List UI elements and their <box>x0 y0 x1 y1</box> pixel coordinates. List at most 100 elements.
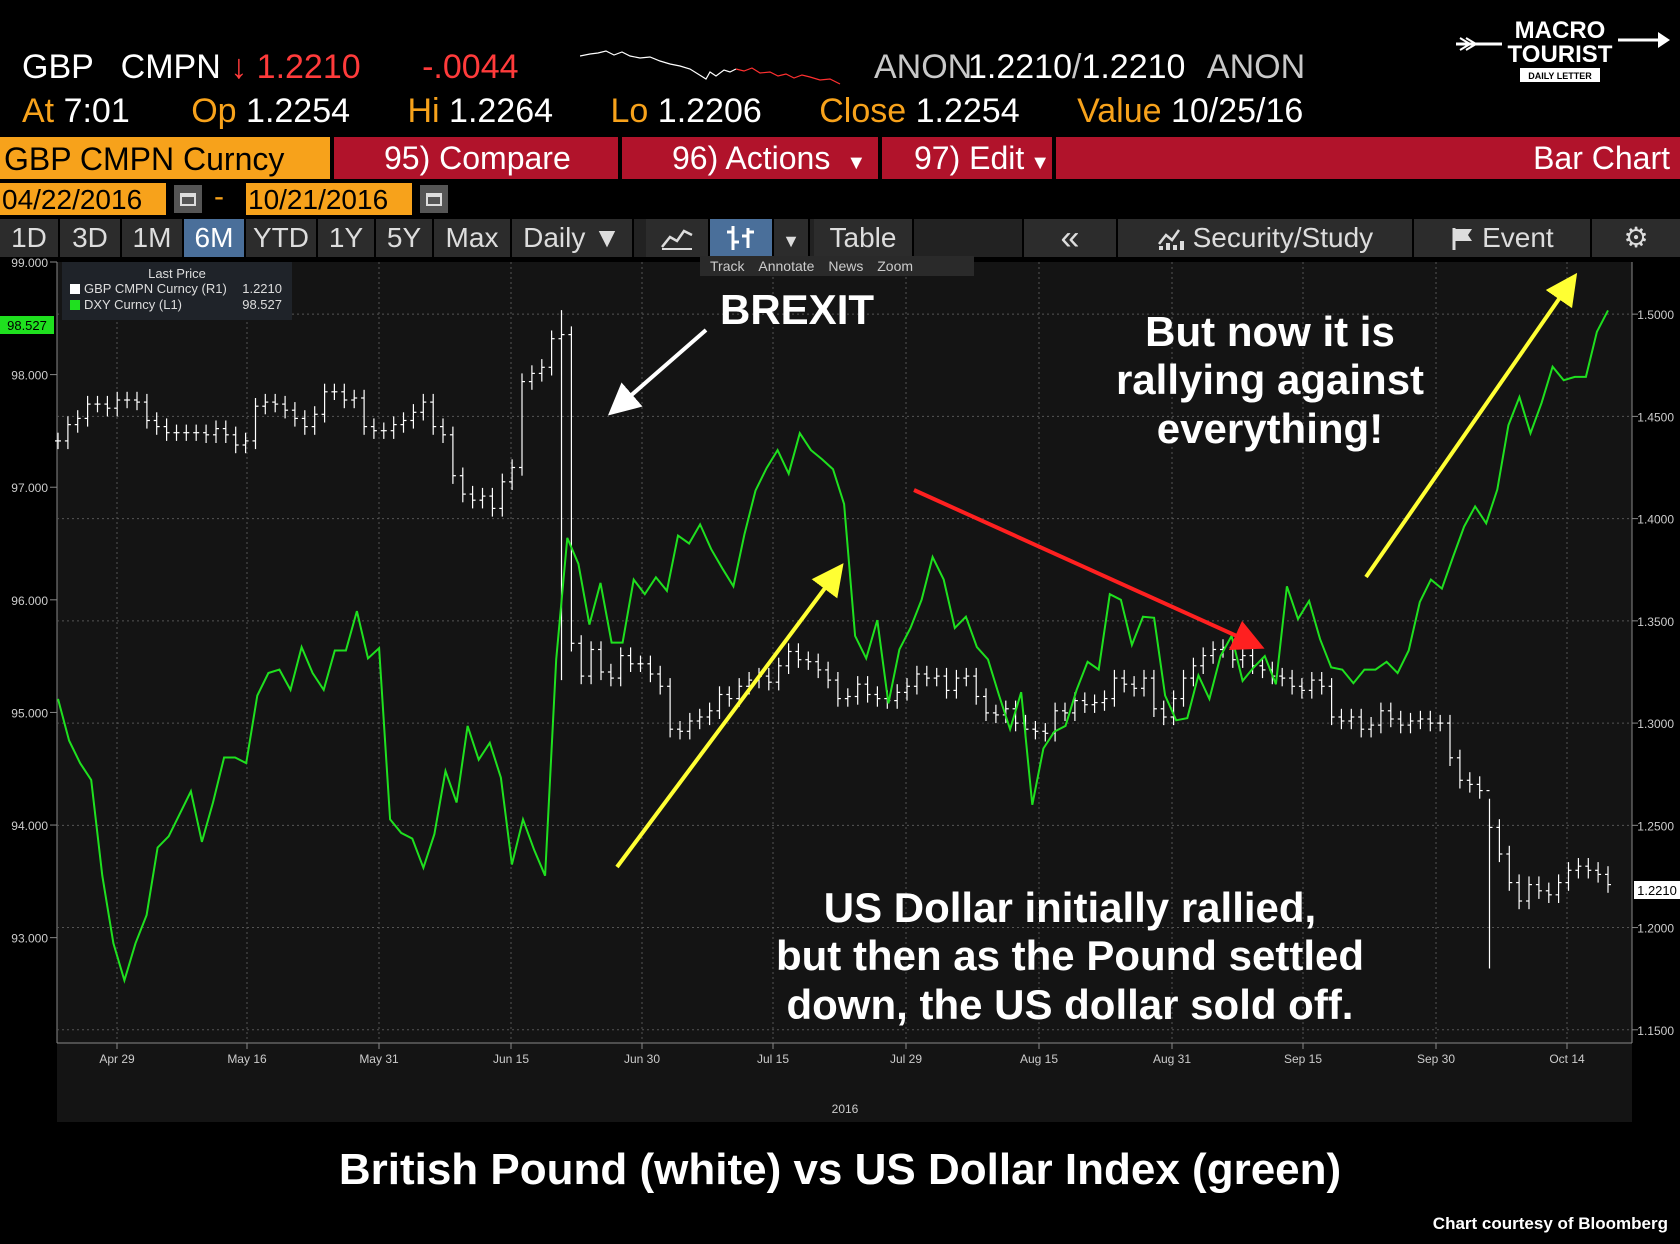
gbp-bar <box>489 487 496 517</box>
gbp-bar <box>94 395 101 413</box>
right-axis: 1.5000 1.4500 1.4000 1.3500 1.3000 1.2500 1.20… <box>1632 308 1674 1038</box>
gbp-bar <box>1012 700 1019 732</box>
bid-ask-sep: / <box>1072 48 1082 86</box>
news-tool[interactable]: News <box>828 258 864 274</box>
gbp-bar <box>1101 690 1108 711</box>
actions-menu[interactable]: 96) Actions ▼ <box>622 137 878 179</box>
gbp-bar <box>272 393 279 413</box>
actions-label: 96) Actions <box>672 140 831 176</box>
right-tick-label: 1.5000 <box>1637 308 1674 322</box>
x-tick-label: Jun 15 <box>493 1052 529 1066</box>
period-1y[interactable]: 1Y <box>318 219 376 257</box>
gbp-bar <box>410 404 417 429</box>
gbp-bar <box>1141 669 1147 697</box>
security-field[interactable]: GBP CMPN Curncy <box>0 137 330 179</box>
gbp-bar <box>1160 700 1167 726</box>
high-label: Hi <box>407 92 440 130</box>
rally-arrow-2 <box>1364 272 1578 579</box>
settings-button[interactable]: ⚙ <box>1592 219 1680 257</box>
period-5y[interactable]: 5Y <box>376 219 434 257</box>
open-value: 1.2254 <box>246 92 351 130</box>
gbp-bar <box>617 647 624 687</box>
gbp-bar <box>213 420 219 443</box>
event-button[interactable]: Event <box>1414 219 1592 257</box>
calendar-icon[interactable] <box>174 185 202 213</box>
zoom-tool[interactable]: Zoom <box>877 258 914 274</box>
gbp-bar <box>1407 712 1414 734</box>
gbp-bar <box>1190 657 1197 687</box>
gbp-bar <box>370 418 377 439</box>
end-date-input[interactable]: 10/21/2016 <box>246 183 412 215</box>
brexit-arrow <box>607 328 708 416</box>
frequency-dropdown[interactable]: Daily ▼ <box>512 219 634 257</box>
caret-down-icon: ▼ <box>782 231 800 251</box>
security-study-button[interactable]: Security/Study <box>1118 219 1414 257</box>
gbp-bar <box>459 467 466 503</box>
period-6m[interactable]: 6M <box>184 219 246 257</box>
gbp-bar <box>1131 676 1138 697</box>
gbp-bar <box>193 424 200 441</box>
gbp-bar <box>173 424 180 441</box>
bar-chart-icon[interactable] <box>710 219 774 257</box>
gbp-last-tag: 1.2210 <box>1637 883 1677 898</box>
chart-style-dropdown[interactable]: ▼ <box>774 219 810 257</box>
gbp-bar <box>509 459 516 490</box>
period-1d[interactable]: 1D <box>0 219 60 257</box>
gbp-bar <box>1348 708 1355 730</box>
study-icon <box>1157 222 1193 253</box>
compare-button[interactable]: 95) Compare <box>334 137 618 179</box>
gbp-bar <box>84 395 91 427</box>
period-1m[interactable]: 1M <box>122 219 184 257</box>
flag-icon <box>1450 222 1482 253</box>
gbp-bar <box>440 418 446 443</box>
net-change: -.0044 <box>422 48 519 86</box>
high-value: 1.2264 <box>449 92 554 130</box>
svg-text:TOURIST: TOURIST <box>1508 41 1613 68</box>
period-ytd[interactable]: YTD <box>246 219 318 257</box>
calendar-icon[interactable] <box>420 185 448 213</box>
gbp-bar <box>390 416 397 439</box>
legend-gbp-name: GBP CMPN Curncy (R1) <box>84 281 227 296</box>
gbp-bar <box>874 686 881 707</box>
gbp-bar <box>825 661 832 689</box>
track-tool[interactable]: Track <box>710 258 745 274</box>
annotate-tool[interactable]: Annotate <box>758 258 815 274</box>
gbp-bar <box>706 702 713 726</box>
chart-legend: Last Price GBP CMPN Curncy (R1) 1.2210 DX… <box>62 262 292 320</box>
gbp-bar <box>578 635 585 685</box>
gbp-bar <box>894 684 901 709</box>
rally-line-1: But now it is <box>1145 308 1395 355</box>
gbp-bar <box>1368 717 1375 738</box>
dollar-line-1: US Dollar initially rallied, <box>823 884 1317 931</box>
gbp-bar <box>1200 647 1207 674</box>
gbp-bar <box>568 326 575 652</box>
gbp-bar <box>430 393 437 435</box>
gbp-bar <box>1535 876 1542 899</box>
gbp-bar <box>983 688 989 721</box>
ask-source: ANON <box>1206 48 1306 86</box>
collapse-button[interactable]: « <box>1024 219 1118 257</box>
gbp-bar <box>1437 714 1444 732</box>
x-tick-label: May 16 <box>227 1052 267 1066</box>
gbp-bar <box>558 310 565 681</box>
line-chart-icon[interactable] <box>646 219 710 257</box>
gbp-bar <box>1555 874 1562 903</box>
gbp-bar <box>1427 710 1434 732</box>
x-tick-label: Jul 29 <box>890 1052 922 1066</box>
gbp-bar <box>627 647 634 672</box>
table-button[interactable]: Table <box>814 219 914 257</box>
period-max[interactable]: Max <box>434 219 512 257</box>
value-date: 10/25/16 <box>1170 92 1304 130</box>
gbp-bar <box>963 667 970 687</box>
period-3d[interactable]: 3D <box>60 219 122 257</box>
start-date-input[interactable]: 04/22/2016 <box>0 183 166 215</box>
edit-menu[interactable]: 97) Edit ▼ <box>882 137 1052 179</box>
gbp-bar <box>904 678 910 701</box>
gbp-bar <box>588 641 595 685</box>
chart-type-label[interactable]: Bar Chart <box>1056 137 1680 179</box>
gbp-bar <box>499 473 506 517</box>
gbp-bar <box>400 412 407 433</box>
x-tick-label: Oct 14 <box>1549 1052 1585 1066</box>
low-value: 1.2206 <box>657 92 762 130</box>
gbp-bar <box>933 667 940 687</box>
